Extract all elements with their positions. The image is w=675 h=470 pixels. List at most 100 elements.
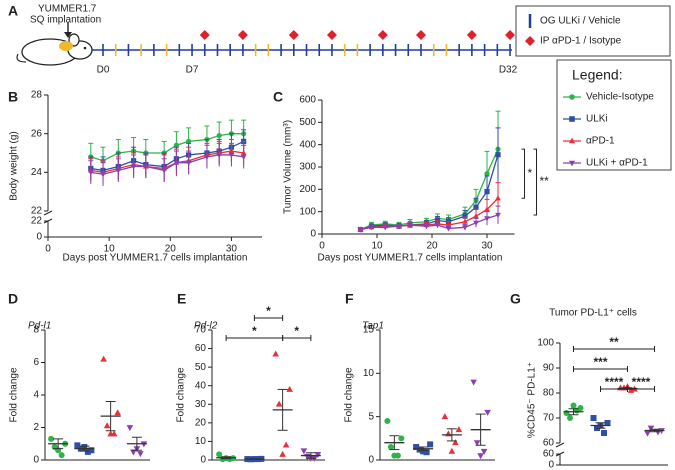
significance-label: **: [609, 335, 619, 349]
y-tick-label: 15: [363, 325, 375, 336]
marker: [391, 452, 398, 459]
y-tick-label: 40: [195, 380, 207, 391]
marker: [416, 446, 423, 453]
marker: [216, 451, 223, 458]
day-label: D7: [186, 65, 199, 76]
significance-label: *: [294, 324, 299, 338]
marker: [644, 430, 651, 437]
y-tick-label: 50: [195, 362, 207, 373]
y-tick-label: 22: [31, 216, 43, 227]
marker: [441, 413, 449, 420]
marker: [462, 225, 468, 231]
marker: [387, 444, 394, 450]
marker: [473, 440, 481, 447]
marker: [407, 222, 413, 229]
treatment-diamond: [288, 30, 299, 40]
series-line: [360, 197, 499, 231]
y-tick-label: 10: [363, 368, 375, 379]
marker: [484, 409, 491, 416]
axis-break: [43, 210, 53, 216]
y-tick-label: 90: [543, 363, 555, 374]
series-line: [90, 150, 244, 173]
marker: [357, 227, 364, 233]
marker: [100, 355, 107, 362]
marker: [161, 168, 168, 174]
y-tick-label: 60: [543, 449, 555, 460]
marker: [604, 420, 611, 426]
y-tick-label: 8: [33, 325, 39, 336]
marker: [126, 425, 134, 432]
y-tick-label: 70: [543, 413, 555, 424]
x-tick-label: 0: [319, 241, 325, 252]
x-tick-label: 0: [45, 244, 51, 255]
marker: [84, 448, 91, 455]
panel-title: Pd-l1: [28, 321, 51, 332]
y-tick-label: 400: [299, 139, 316, 150]
marker: [216, 133, 222, 139]
panel-letter: F: [345, 291, 354, 307]
y-tick-label: 6: [33, 357, 39, 368]
marker: [279, 450, 286, 457]
marker: [173, 160, 180, 166]
panel-letter: B: [8, 89, 18, 105]
marker: [142, 164, 149, 170]
y-tick-label: 300: [299, 162, 316, 173]
marker: [484, 171, 490, 177]
y-tick-label: 200: [299, 184, 316, 195]
x-tick-label: 30: [226, 244, 238, 255]
significance-label: *: [252, 324, 257, 338]
y-tick-label: 0: [368, 455, 374, 466]
marker: [568, 160, 576, 167]
significance-label: ****: [632, 375, 651, 389]
marker: [462, 218, 468, 224]
y-tick-label: 26: [31, 128, 43, 139]
marker: [384, 418, 391, 424]
treatment-diamond: [199, 30, 210, 40]
marker: [100, 172, 106, 178]
y-tick-label: 80: [543, 388, 555, 399]
treatment-diamond: [237, 30, 248, 40]
marker: [495, 195, 501, 201]
y-tick-label: 0: [200, 455, 206, 466]
marker: [484, 216, 490, 222]
y-axis-label: Tumor Volume (mm³): [283, 120, 294, 214]
marker: [382, 225, 389, 231]
marker: [114, 409, 121, 416]
marker: [300, 448, 308, 455]
marker: [185, 160, 192, 166]
marker: [275, 400, 283, 407]
marker: [473, 213, 479, 219]
day-label: D0: [97, 65, 110, 76]
marker: [396, 224, 402, 230]
significance-bracket: [533, 148, 537, 216]
significance-label: **: [540, 174, 550, 188]
marker: [413, 444, 420, 450]
marker: [448, 447, 456, 454]
marker: [473, 220, 479, 226]
marker: [570, 402, 577, 409]
panel-letter: G: [510, 291, 521, 307]
marker: [286, 385, 293, 392]
x-tick-label: 30: [481, 241, 493, 252]
legend-text: IP αPD-1 / Isotype: [540, 36, 622, 47]
y-tick-label: 0: [36, 232, 42, 243]
implant-label: YUMMER1.7: [38, 4, 97, 15]
y-tick-label: 100: [537, 338, 554, 349]
legend-box: [556, 59, 672, 171]
marker: [452, 439, 459, 446]
marker: [427, 441, 434, 448]
y-tick-label: 60: [543, 438, 555, 449]
marker: [240, 154, 247, 160]
marker: [87, 170, 94, 176]
marker: [130, 164, 137, 170]
legend-box: [515, 5, 671, 57]
marker: [647, 425, 655, 432]
legend-text: OG ULKi / Vehicle: [540, 16, 621, 27]
marker: [495, 212, 501, 219]
y-tick-label: 30: [195, 399, 207, 410]
legend-text: ULKi + αPD-1: [586, 158, 648, 169]
y-tick-label: 5: [368, 411, 374, 422]
panel-title: Pd-l2: [194, 321, 218, 332]
marker: [423, 224, 430, 230]
